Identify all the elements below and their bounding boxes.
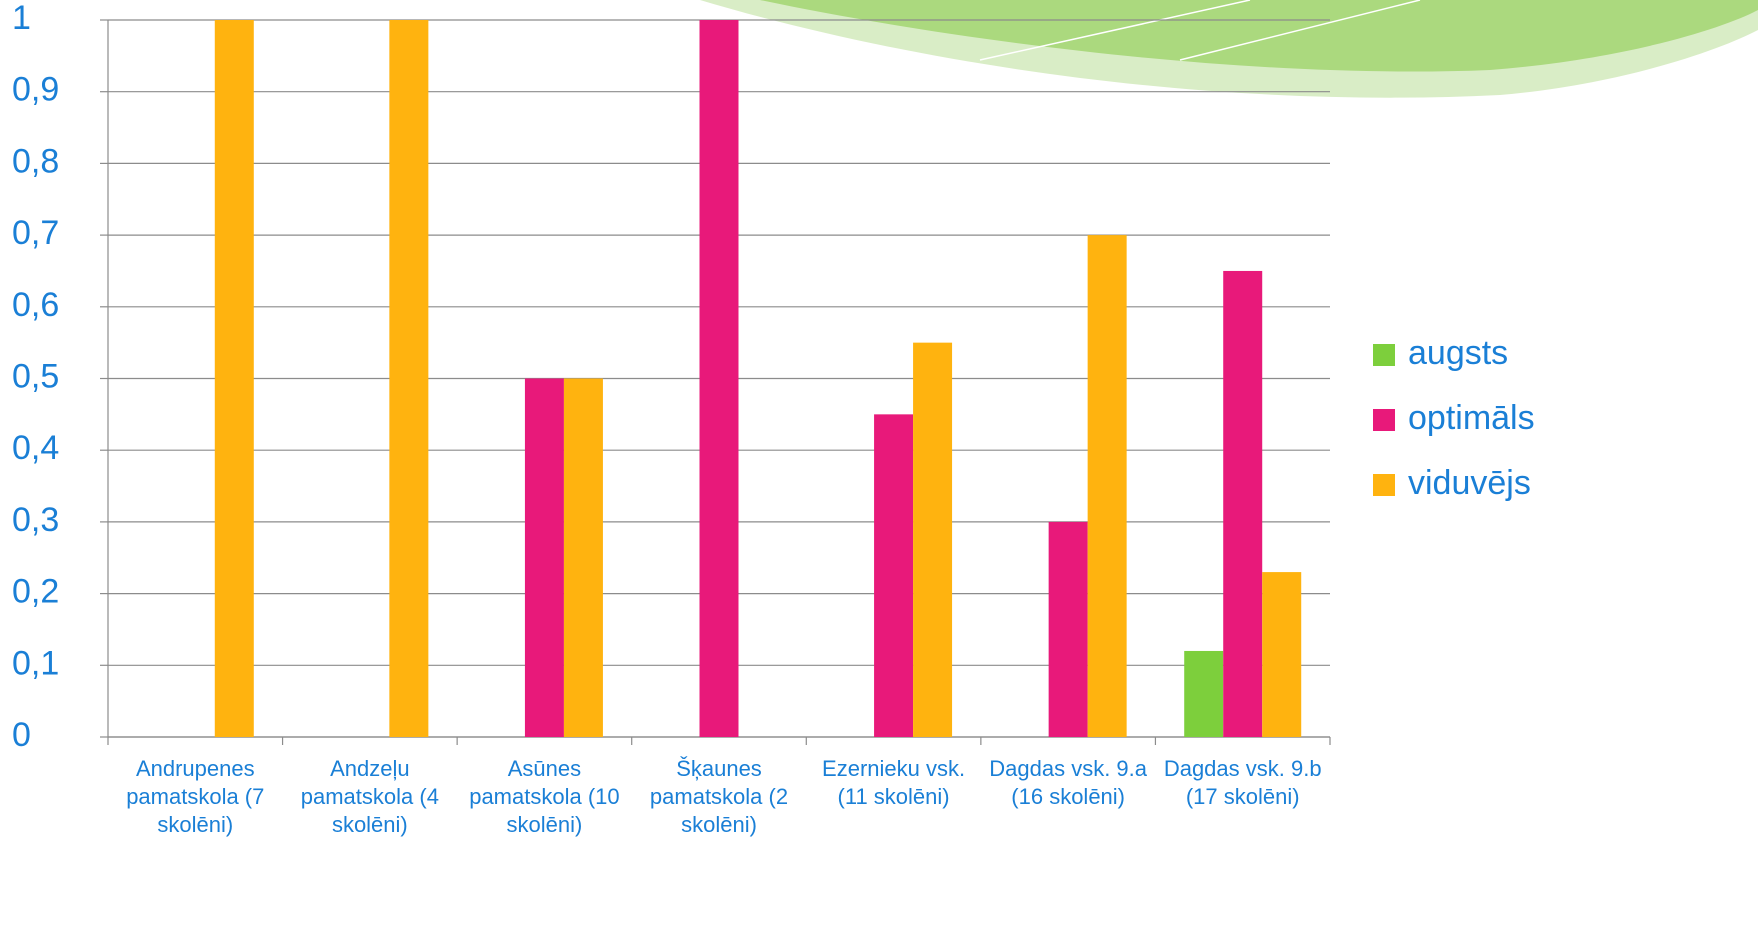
y-tick-label: 0,2 — [12, 573, 59, 611]
y-tick-label: 0,1 — [12, 644, 59, 682]
legend-label: optimāls — [1408, 399, 1535, 437]
bar — [214, 20, 254, 737]
bar — [1184, 650, 1224, 737]
y-tick-label: 0 — [12, 716, 31, 754]
bar — [913, 342, 953, 737]
y-tick-label: 1 — [12, 0, 31, 37]
bar — [1223, 270, 1263, 737]
bar — [1087, 235, 1127, 737]
legend-swatch — [1373, 344, 1395, 366]
x-tick-label: Dagdas vsk. 9.b (17 skolēni) — [1163, 756, 1322, 809]
x-tick-label: Andzeļu pamatskola (4 skolēni) — [300, 756, 439, 837]
decoration — [700, 0, 1758, 98]
bar — [874, 414, 914, 737]
bar — [699, 20, 739, 737]
y-tick-label: 0,8 — [12, 142, 59, 180]
legend-label: augsts — [1408, 334, 1508, 372]
bar — [1262, 572, 1302, 737]
x-tick-label: Andrupenes pamatskola (7 skolēni) — [126, 756, 265, 837]
legend-swatch — [1373, 409, 1395, 431]
bar — [389, 20, 429, 737]
bar — [1048, 521, 1088, 737]
legend-swatch — [1373, 474, 1395, 496]
y-tick-label: 0,6 — [12, 286, 59, 324]
y-tick-label: 0,7 — [12, 214, 59, 252]
legend-label: viduvējs — [1408, 464, 1531, 502]
bar — [524, 378, 564, 737]
y-tick-label: 0,4 — [12, 429, 59, 467]
x-tick-label: Šķaunes pamatskola (2 skolēni) — [649, 756, 789, 837]
x-tick-label: Asūnes pamatskola (10 skolēni) — [469, 756, 620, 837]
x-tick-label: Ezernieku vsk. (11 skolēni) — [822, 756, 966, 809]
y-tick-label: 0,5 — [12, 357, 59, 395]
y-tick-label: 0,3 — [12, 501, 59, 539]
x-tick-label: Dagdas vsk. 9.a (16 skolēni) — [989, 756, 1148, 809]
bar — [563, 378, 603, 737]
y-tick-label: 0,9 — [12, 71, 59, 109]
